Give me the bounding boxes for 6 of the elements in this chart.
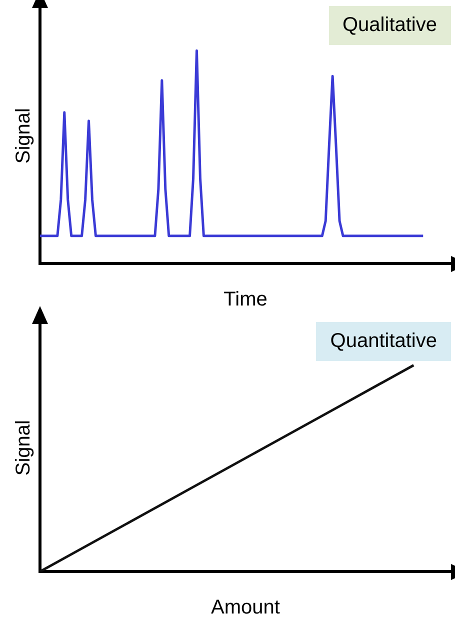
chart-title: Quantitative xyxy=(316,322,451,361)
chart-title: Qualitative xyxy=(328,6,451,45)
x-axis-title: Amount xyxy=(211,596,280,619)
x-axis-title: Time xyxy=(224,288,268,311)
y-axis-title: Signal xyxy=(12,108,35,164)
y-axis-title: Signal xyxy=(12,420,35,476)
